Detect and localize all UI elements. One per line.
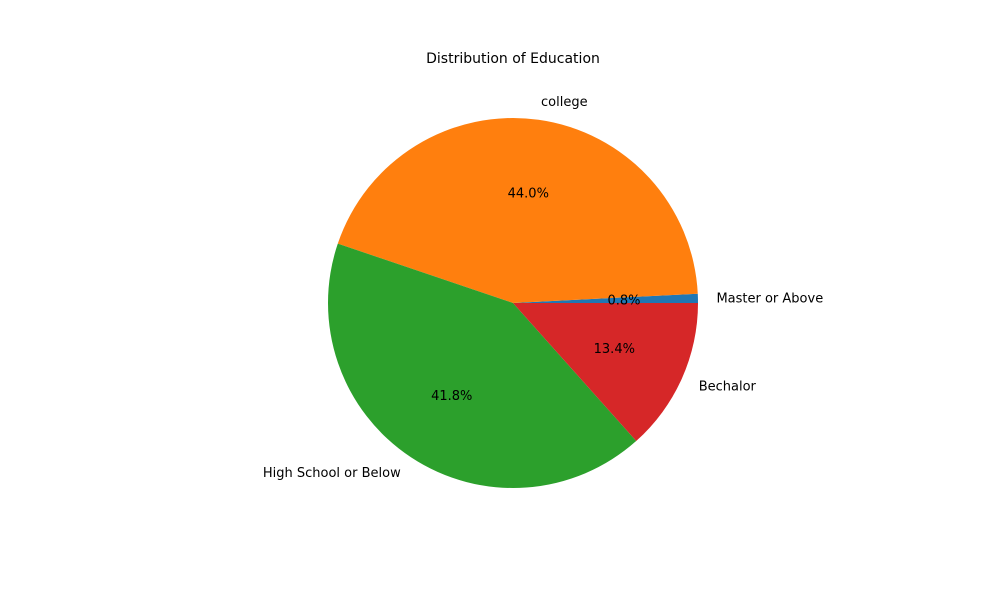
pie-labels: Master or Above 0.8% college 44.0% High Scho… xyxy=(263,95,823,481)
pie-label-3: Bechalor xyxy=(699,380,757,395)
pie-pct-label-1: 44.0% xyxy=(508,187,549,202)
pie-pct-label-0: 0.8% xyxy=(607,294,640,309)
pie-pct-label-3: 13.4% xyxy=(594,342,635,357)
pie-slices xyxy=(328,118,698,488)
pie-label-2: High School or Below xyxy=(263,466,401,481)
pie-slice-1 xyxy=(337,118,698,303)
pie-label-0: Master or Above xyxy=(716,291,823,306)
chart-title: Distribution of Education xyxy=(426,51,600,67)
pie-label-1: college xyxy=(541,95,588,110)
pie-slice-3 xyxy=(513,303,698,441)
pie-pct-label-2: 41.8% xyxy=(431,389,472,404)
pie-slice-2 xyxy=(328,243,637,488)
pie-slice-0 xyxy=(513,293,698,303)
